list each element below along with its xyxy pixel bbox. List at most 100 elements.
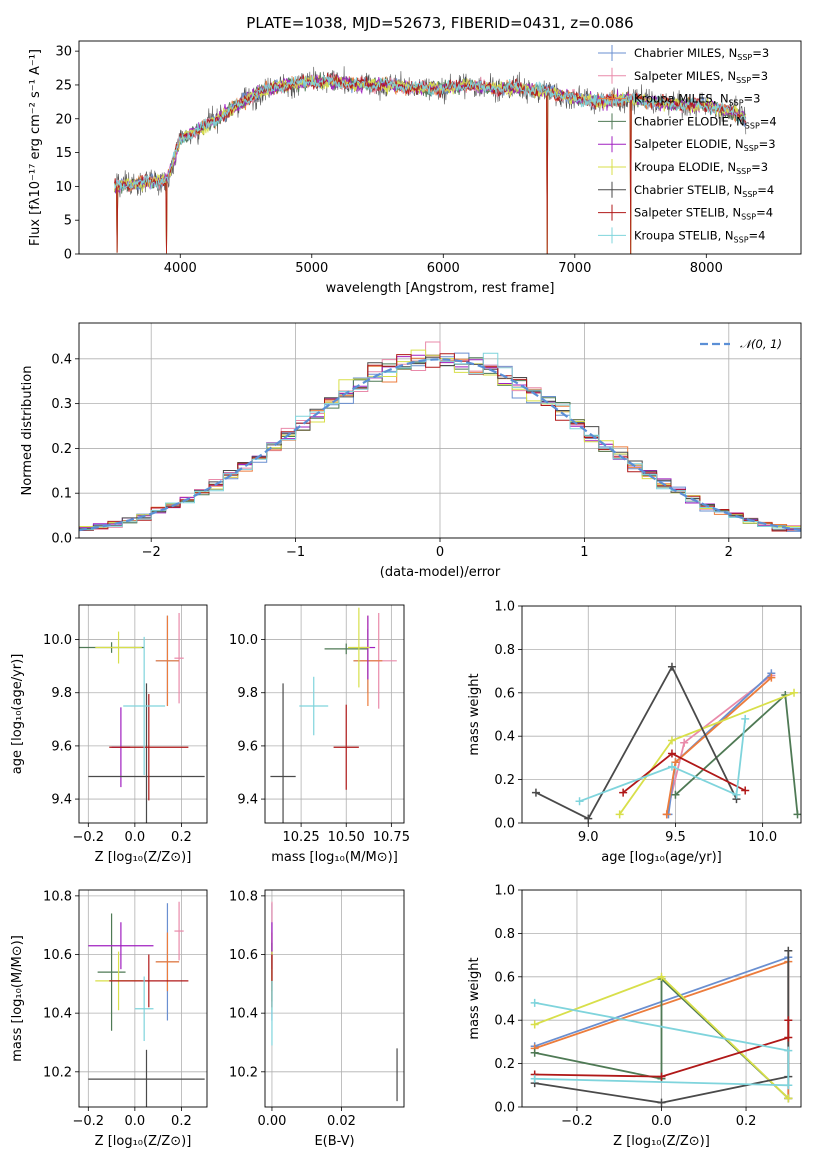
weight-marker: [671, 758, 680, 767]
weight-series-line: [665, 676, 772, 815]
x-tick-label: 0.2: [171, 1114, 192, 1129]
weight-marker: [790, 688, 799, 697]
y-tick-label: 10.6: [229, 948, 258, 963]
legend-value: =3: [744, 92, 761, 106]
x-axis-label: Z [log₁₀(Z/Z⊙)]: [95, 1134, 192, 1149]
y-tick-label: 0.6: [494, 686, 515, 701]
y-tick-label: 10.6: [43, 948, 72, 963]
y-tick-label: 9.6: [237, 739, 258, 754]
plot-area: [522, 606, 801, 823]
weight-marker: [530, 1074, 539, 1083]
x-axis-label: wavelength [Angstrom, rest frame]: [326, 281, 555, 296]
weight-marker: [531, 788, 540, 797]
y-axis-label: mass weight: [467, 957, 482, 1039]
y-tick-label: 1.0: [494, 884, 515, 899]
weight-series-line: [534, 1020, 790, 1078]
x-tick-label: −2: [142, 545, 161, 560]
y-axis-label: Flux [fλ10⁻¹⁷ erg cm⁻² s⁻¹ A⁻¹]: [28, 49, 43, 246]
x-tick-label: 5000: [295, 261, 328, 276]
weight-marker: [530, 1020, 539, 1029]
panel-z_vs_age: −0.2 0.0 0.2 9.4 9.6 9.8 10.0 Z [log₁₀(Z/Z⊙)] ag…: [10, 604, 208, 865]
plot-area: [522, 890, 801, 1107]
legend-value: =4: [749, 228, 766, 242]
x-tick-label: 0: [436, 545, 444, 560]
y-tick-label: 0.0: [494, 1101, 515, 1116]
x-axis-label: age [log₁₀(age/yr)]: [601, 850, 722, 865]
y-tick-label: 15: [55, 146, 72, 161]
weight-marker: [575, 797, 584, 806]
x-tick-label: 2: [725, 545, 733, 560]
y-tick-label: 9.8: [51, 686, 72, 701]
axes-frame: [521, 605, 802, 824]
y-tick-label: 10.0: [229, 633, 258, 648]
y-tick-label: 25: [55, 78, 72, 93]
weight-series-line: [535, 665, 738, 820]
histogram-step: [79, 352, 801, 531]
weight-marker: [784, 1033, 793, 1042]
weight-marker: [667, 736, 676, 745]
weight-marker: [657, 1072, 666, 1081]
panel-residual_hist: −2 −1 0 1 2 0.0 0.1 0.2 0.3 0.4 (data-model)/error…: [20, 322, 802, 580]
y-tick-label: 0.6: [494, 970, 515, 985]
axes: −0.2 0.0 0.2 10.2 10.4 10.6 10.8 Z [log₁₀(Z/Z⊙)…: [10, 889, 208, 1149]
legend-label: Kroupa STELIB, NSSP=4: [634, 228, 765, 244]
weight-marker: [667, 749, 676, 758]
y-tick-label: 0.2: [494, 1057, 515, 1072]
axes-frame: [78, 40, 802, 255]
plot-area: [79, 890, 207, 1107]
x-tick-label: 0.2: [736, 1114, 757, 1129]
y-tick-label: 0.4: [494, 1014, 515, 1029]
legend-value: =3: [759, 137, 776, 151]
weight-marker: [784, 946, 793, 955]
axes: −0.2 0.0 0.2 9.4 9.6 9.8 10.0 Z [log₁₀(Z/Z⊙)] ag…: [10, 604, 208, 865]
weight-marker: [667, 662, 676, 671]
plot-area: [114, 66, 747, 254]
weight-marker: [584, 814, 593, 823]
weight-marker: [662, 810, 671, 819]
weight-series-line: [534, 1001, 790, 1087]
axes: 10.25 10.50 10.75 9.4 9.6 9.8 10.0 mass [log₁₀(…: [229, 604, 410, 865]
y-tick-label: 10.4: [43, 1007, 72, 1022]
axes-frame: [78, 604, 208, 824]
weight-series-line: [579, 718, 747, 803]
y-tick-label: 0.4: [494, 730, 515, 745]
x-tick-label: −0.2: [73, 1114, 105, 1129]
weight-marker: [784, 1016, 793, 1025]
weight-marker: [793, 810, 801, 819]
plot-area: [79, 323, 801, 538]
weight-marker: [784, 1081, 793, 1090]
x-tick-label: 0.2: [171, 830, 192, 845]
x-tick-label: 4000: [164, 261, 197, 276]
weight-marker: [767, 673, 776, 682]
panel-z_vs_weight: −0.2 0.0 0.2 0.0 0.2 0.4 0.6 0.8 1.0 Z [log₁₀(Z/Z…: [467, 884, 802, 1149]
x-tick-label: 0.00: [257, 1114, 286, 1129]
axes: 9.0 9.5 10.0 0.0 0.2 0.4 0.6 0.8 1.0 age [log₁₀(a…: [467, 600, 802, 865]
legend-value: =4: [756, 206, 773, 220]
y-axis-label: Normed distribution: [20, 366, 35, 496]
weight-marker: [741, 714, 750, 723]
legend-subscript: SSP: [729, 99, 744, 108]
x-tick-label: 0.0: [125, 830, 146, 845]
y-tick-label: 0.8: [494, 927, 515, 942]
x-axis-label: (data-model)/error: [380, 565, 501, 580]
y-tick-label: 0.2: [51, 442, 72, 457]
legend-subscript: SSP: [744, 144, 759, 153]
legend-subscript: SSP: [745, 121, 760, 130]
x-tick-label: 7000: [558, 261, 591, 276]
y-axis-label: mass [log₁₀(M/M⊙)]: [10, 935, 25, 1062]
legend-subscript: SSP: [741, 213, 756, 222]
legend-label: Kroupa MILES, NSSP=3: [634, 92, 760, 108]
y-tick-label: 0.8: [494, 643, 515, 658]
weight-marker: [784, 1094, 793, 1103]
y-tick-label: 20: [55, 112, 72, 127]
legend-value: =3: [751, 69, 768, 83]
weight-marker: [530, 1048, 539, 1057]
x-tick-label: 10.50: [328, 830, 365, 845]
legend-label: 𝒩(0, 1): [740, 337, 782, 351]
weight-marker: [619, 788, 628, 797]
legend: Chabrier MILES, NSSP=3 Salpeter MILES, NS…: [598, 45, 777, 244]
legend-label: Salpeter MILES, NSSP=3: [634, 69, 768, 85]
axes-frame: [78, 322, 802, 539]
y-axis-label: mass weight: [467, 673, 482, 755]
